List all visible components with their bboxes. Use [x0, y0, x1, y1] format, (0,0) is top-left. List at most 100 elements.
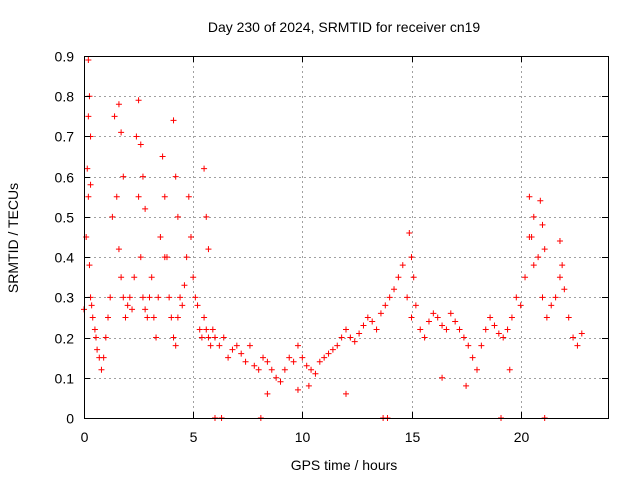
- data-point: [574, 342, 581, 349]
- data-point: [115, 101, 122, 108]
- data-point: [522, 274, 529, 281]
- data-point: [142, 205, 149, 212]
- data-point: [148, 274, 155, 281]
- data-point: [281, 366, 288, 373]
- data-point: [85, 113, 92, 120]
- data-point: [207, 342, 214, 349]
- data-point: [135, 97, 142, 104]
- data-point: [506, 366, 513, 373]
- x-tick-label: 15: [405, 429, 421, 445]
- data-point: [89, 314, 96, 321]
- data-point: [194, 302, 201, 309]
- data-point: [122, 314, 129, 321]
- data-point: [150, 314, 157, 321]
- data-point: [474, 366, 480, 373]
- data-point: [561, 286, 568, 293]
- data-point: [508, 314, 515, 321]
- data-point: [386, 294, 393, 301]
- data-point: [399, 262, 406, 269]
- data-point: [312, 370, 319, 377]
- y-tick-label: 0.5: [55, 210, 75, 226]
- data-point: [185, 193, 192, 200]
- data-point: [174, 314, 181, 321]
- data-point: [537, 197, 544, 204]
- data-point: [181, 282, 188, 289]
- data-point: [91, 326, 98, 333]
- data-point: [177, 294, 184, 301]
- data-point: [94, 346, 101, 353]
- data-point: [187, 234, 194, 240]
- data-point: [391, 286, 398, 293]
- data-point: [491, 322, 498, 329]
- data-point: [170, 334, 177, 341]
- data-point: [303, 362, 310, 369]
- data-point: [452, 318, 459, 325]
- data-point: [469, 354, 476, 361]
- data-point: [264, 358, 271, 365]
- data-point: [205, 246, 212, 253]
- data-point: [338, 334, 345, 341]
- data-point: [417, 326, 424, 333]
- data-point: [196, 326, 203, 333]
- data-point: [447, 310, 454, 317]
- data-point: [343, 326, 349, 333]
- data-point: [286, 354, 293, 361]
- data-point: [487, 314, 494, 321]
- data-point: [268, 366, 275, 373]
- data-point: [238, 350, 245, 357]
- data-point: [517, 302, 524, 309]
- data-point: [443, 326, 450, 333]
- data-point: [174, 213, 181, 220]
- data-point: [439, 374, 446, 381]
- x-tick-label: 0: [81, 429, 89, 445]
- data-point: [85, 57, 92, 64]
- data-point: [115, 246, 122, 253]
- data-point: [526, 193, 533, 200]
- y-tick-label: 0: [66, 411, 74, 427]
- y-tick-label: 0.1: [55, 371, 75, 387]
- y-tick-label: 0.4: [55, 250, 75, 266]
- data-point: [251, 362, 258, 369]
- data-point: [168, 314, 175, 321]
- data-point: [334, 342, 341, 349]
- data-point: [172, 173, 179, 180]
- data-point: [107, 294, 114, 301]
- data-point: [541, 246, 548, 253]
- y-tick-label: 0.7: [55, 129, 75, 145]
- data-point: [395, 274, 402, 281]
- data-point: [556, 238, 563, 245]
- data-point: [504, 326, 511, 333]
- data-point: [159, 153, 166, 160]
- data-point: [129, 306, 136, 313]
- data-point: [113, 193, 120, 200]
- data-point: [460, 334, 467, 341]
- data-point: [139, 173, 146, 180]
- data-point: [530, 262, 537, 269]
- data-point: [325, 350, 332, 357]
- x-tick-label: 5: [190, 429, 198, 445]
- data-point: [356, 330, 363, 337]
- data-point: [382, 302, 389, 309]
- data-point: [133, 133, 140, 140]
- data-point: [183, 254, 190, 261]
- data-point: [111, 113, 118, 120]
- data-point: [565, 314, 572, 321]
- grid-layer: [84, 56, 608, 418]
- data-point: [124, 302, 131, 309]
- data-point: [203, 213, 210, 220]
- data-point: [530, 213, 537, 220]
- x-tick-label: 20: [514, 429, 530, 445]
- y-tick-label: 0.6: [55, 170, 75, 186]
- data-point: [209, 326, 216, 333]
- data-point: [87, 181, 94, 188]
- data-point: [100, 354, 107, 361]
- x-tick-labels: 0 5 10 15 20: [81, 429, 530, 445]
- data-point: [294, 342, 301, 349]
- data-point: [161, 254, 168, 261]
- data-point: [539, 294, 546, 301]
- data-point: [153, 334, 160, 341]
- data-point: [478, 342, 485, 349]
- data-point: [556, 274, 563, 281]
- data-point: [552, 294, 559, 301]
- data-point: [203, 326, 210, 333]
